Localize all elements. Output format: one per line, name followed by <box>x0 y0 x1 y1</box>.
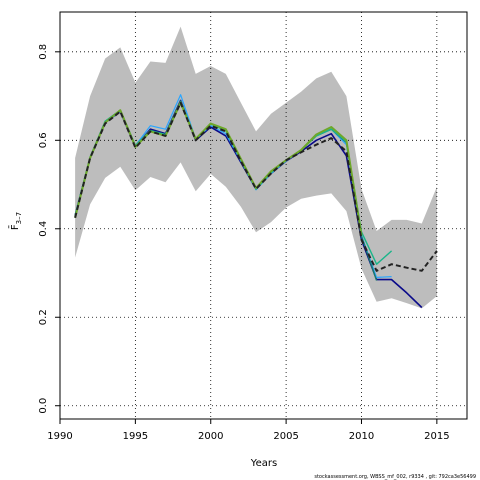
x-axis-label: Years <box>250 458 277 469</box>
x-tick-label: 2000 <box>198 431 223 442</box>
y-axis-label: F̄3–7 <box>8 212 23 230</box>
plot-frame <box>59 11 468 420</box>
x-axis: 1990 1995 2000 2005 2010 2015 <box>47 419 450 442</box>
x-tick-label: 2010 <box>349 431 374 442</box>
y-tick-label: 0.8 <box>38 44 49 60</box>
y-tick-label: 0.2 <box>38 309 49 325</box>
y-tick-label: 0.4 <box>38 221 49 237</box>
series-lines <box>74 94 438 309</box>
y-tick-label: 0.0 <box>38 398 49 414</box>
x-tick-label: 2015 <box>424 431 449 442</box>
footer-text: stockassessment.org, WBSS_mf_002, r9334 … <box>314 474 476 480</box>
confidence-band <box>75 26 437 309</box>
x-tick-label: 2005 <box>273 431 298 442</box>
x-tick-label: 1995 <box>123 431 148 442</box>
y-axis-label-sub: 3–7 <box>15 212 23 224</box>
y-axis: 0.0 0.2 0.4 0.6 0.8 <box>38 44 60 414</box>
series-line-6 <box>74 101 438 272</box>
confidence-band-area <box>75 26 437 309</box>
y-tick-label: 0.6 <box>38 132 49 148</box>
y-axis-label-main: F̄ <box>8 224 21 230</box>
x-tick-label: 1990 <box>47 431 72 442</box>
